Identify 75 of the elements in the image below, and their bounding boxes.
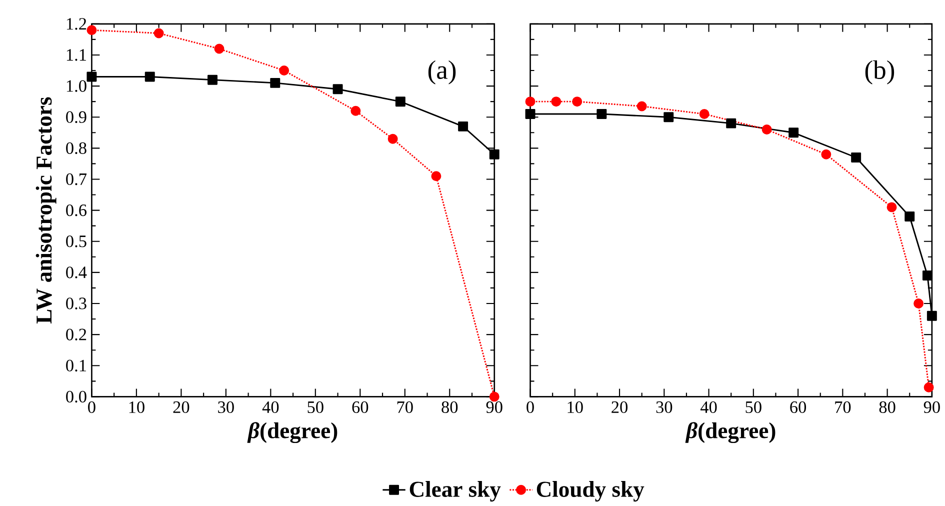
x-tick-label: 50 [308,401,324,413]
point [924,382,934,392]
point [525,108,536,119]
point [332,84,343,94]
x-tick-label: 70 [835,401,851,413]
point [914,298,924,308]
point [489,392,500,402]
point [431,170,442,181]
point [596,108,607,119]
point [926,310,937,321]
point [86,24,97,35]
point [144,72,155,82]
point [388,134,398,144]
point [762,124,772,134]
y-tick-label: 0.9 [66,111,86,123]
point [279,65,290,76]
y-tick-label: 0.3 [66,297,86,310]
annotation: (b) [865,60,894,84]
point [636,101,647,112]
x-tick-label: 40 [700,401,717,413]
y-tick-label: 0.4 [66,266,87,278]
legend-label: Cloudy sky [536,480,644,502]
x-tick-label: 30 [656,401,672,413]
x-axis-title: β(degree) [685,422,776,443]
y-tick-label: 0.8 [66,142,86,154]
y-tick-label: 1.0 [66,80,86,92]
x-tick-label: 80 [879,401,896,413]
x-tick-label: 60 [352,401,368,413]
point [154,28,164,38]
point [726,118,736,128]
y-tick-label: 1.2 [66,18,86,30]
point [214,44,224,54]
x-axis-title: β(degree) [247,422,338,443]
x-tick-label: 10 [129,401,144,413]
point [788,128,799,138]
point [395,96,406,106]
x-tick-label: 20 [173,401,190,413]
point [886,202,897,212]
y-tick-label: 0.2 [66,328,86,340]
point [270,78,280,88]
point [572,96,582,106]
x-tick-label: 70 [397,401,413,413]
point [922,270,932,280]
x-tick-label: 0 [88,401,96,413]
point [525,96,536,106]
x-tick-label: 20 [612,401,628,413]
point [489,149,500,160]
x-tick-label: 90 [924,401,940,413]
x-tick-label: 60 [790,401,806,413]
x-tick-label: 50 [746,401,762,413]
x-tick-label: 30 [218,401,234,413]
point [458,121,468,132]
point [821,149,832,160]
y-tick-label: 0.5 [66,235,86,248]
y-tick-label: 0.6 [66,204,87,216]
point [664,112,674,122]
y-axis-title: LW anisotropic Factors [36,97,56,324]
legend-label: Clear sky [410,480,501,502]
annotation: (a) [428,60,456,84]
point [86,72,97,82]
point [350,106,361,116]
point [904,211,915,222]
y-tick-label: 0.7 [66,173,87,185]
point [851,152,862,162]
x-tick-label: 80 [442,401,458,413]
y-tick-label: 0.0 [66,390,86,402]
point [551,96,562,106]
x-tick-label: 0 [526,401,534,413]
y-tick-label: 0.1 [66,360,86,372]
x-tick-label: 10 [568,401,583,413]
x-tick-label: 40 [262,401,279,413]
x-tick-label: 90 [486,401,502,413]
point [699,108,710,119]
point [208,74,218,85]
y-tick-label: 1.1 [66,49,86,61]
